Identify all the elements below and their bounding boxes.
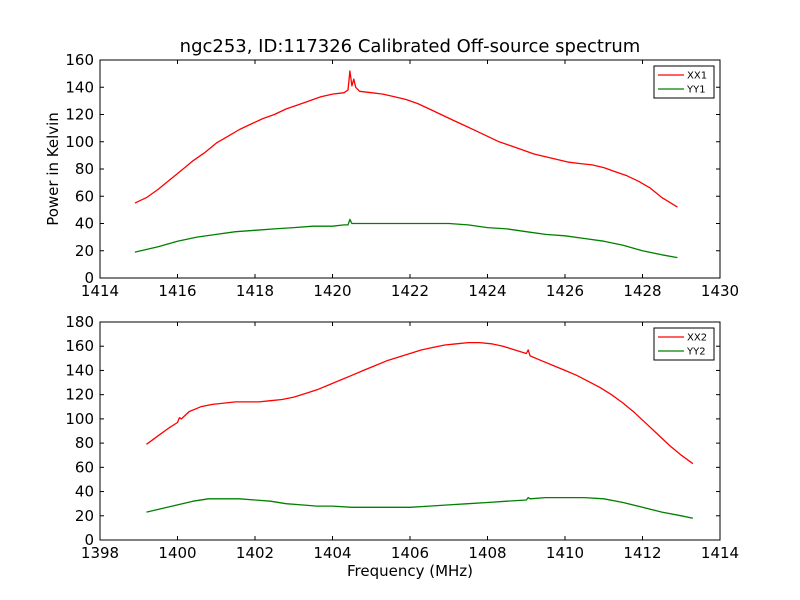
legend-entry: XX2 [687,333,707,344]
y-tick-label: 100 [65,133,94,151]
legend-box [653,65,715,99]
y-tick-label: 120 [65,386,94,404]
x-tick-label: 1400 [158,544,196,562]
x-tick-label: 1410 [546,544,584,562]
y-tick-label: 140 [65,361,94,379]
x-tick-label: 1428 [623,282,661,300]
y-tick-label: 0 [84,531,94,549]
x-tick-label: 1414 [701,544,739,562]
series-line-xx1 [134,70,678,208]
x-tick-label: 1426 [546,282,584,300]
series-line-yy2 [146,496,694,519]
series-line-yy1 [134,218,678,259]
y-tick-label: 120 [65,106,94,124]
bottom-subplot: 1398 1400 1402 1404 1406 1408 1410 1412 1414 0 20 4… [65,313,739,580]
y-tick-label: 140 [65,78,94,96]
x-tick-label: 1398 [81,544,119,562]
x-tick-label: 1430 [701,282,739,300]
y-tick-label: 0 [84,269,94,287]
y-tick-label: 160 [65,337,94,355]
x-tick-label: 1402 [236,544,274,562]
y-tick-label: 160 [65,51,94,69]
legend-entry: YY2 [686,347,706,358]
x-tick-label: 1422 [391,282,429,300]
y-tick-label: 60 [75,187,94,205]
series-line-xx2 [146,341,694,465]
legend-entry: XX1 [687,71,707,82]
y-tick-label: 80 [75,160,94,178]
y-tick-label: 80 [75,434,94,452]
y-tick-label: 40 [75,483,94,501]
legend-entry: YY1 [686,85,706,96]
x-tick-label: 1414 [81,282,119,300]
x-tick-label: 1424 [468,282,506,300]
y-tick-label: 60 [75,458,94,476]
y-tick-label: 20 [75,507,94,525]
x-tick-label: 1418 [236,282,274,300]
y-axis-label: Power in Kelvin [44,112,62,226]
top-subplot: 1414 1416 1418 1420 1422 1424 1426 1428 1430 0 20 4… [44,51,739,300]
x-axis-label: Frequency (MHz) [347,562,473,580]
x-tick-label: 1406 [391,544,429,562]
y-tick-label: 40 [75,215,94,233]
chart-title: ngc253, ID:117326 Calibrated Off-source … [180,36,641,57]
y-tick-label: 20 [75,242,94,260]
legend-box [653,327,715,361]
x-tick-label: 1420 [313,282,351,300]
x-tick-label: 1408 [468,544,506,562]
x-tick-label: 1416 [158,282,196,300]
y-tick-label: 180 [65,313,94,331]
y-tick-label: 100 [65,410,94,428]
x-tick-label: 1412 [623,544,661,562]
x-tick-label: 1404 [313,544,351,562]
